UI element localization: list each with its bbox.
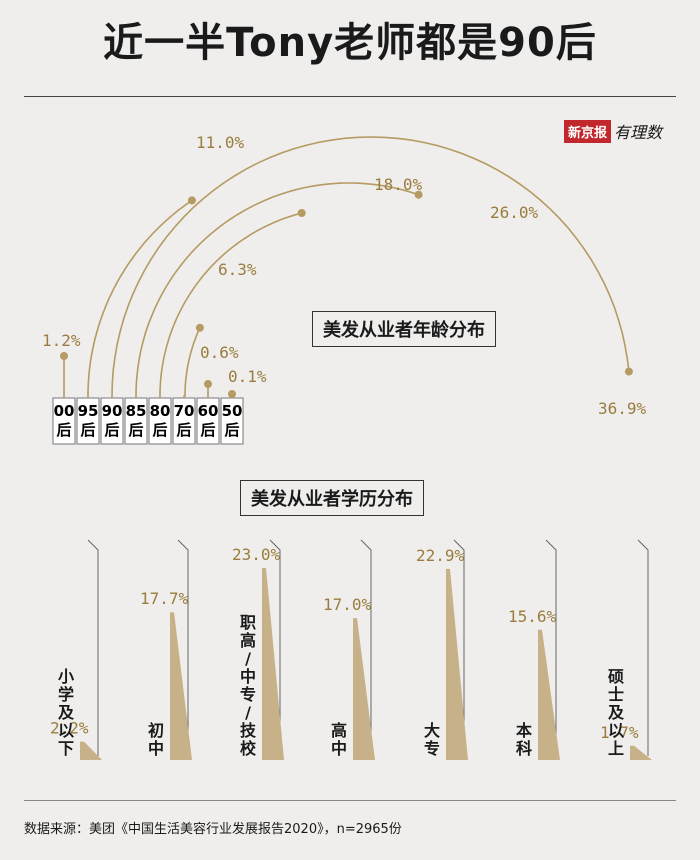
edu-category-label: 以 (608, 721, 624, 740)
logo-badge: 新京报 (564, 119, 612, 143)
edu-value-label: 1.7% (600, 723, 639, 742)
edu-value-label: 22.9% (416, 546, 465, 565)
age-category-label: 00 (54, 402, 75, 420)
age-arc-70 (183, 327, 201, 398)
age-category-label: 后 (104, 421, 119, 439)
age-category-label: 后 (176, 421, 191, 439)
edu-category-label: 中 (148, 739, 164, 758)
age-category-label: 70 (174, 402, 195, 420)
edu-category-label: 初 (148, 721, 164, 740)
age-value-label: 6.3% (218, 260, 257, 279)
edu-category-label: 下 (58, 739, 74, 758)
edu-category-label: 学 (58, 685, 74, 704)
edu-bracket (453, 539, 465, 756)
edu-value-label: 23.0% (232, 545, 281, 564)
edu-category-label: 上 (608, 739, 624, 758)
age-arc-80-dot (297, 209, 306, 217)
age-category-label: 50 (222, 402, 243, 420)
edu-bar (262, 568, 284, 760)
footer-divider (24, 800, 676, 801)
edu-bracket (637, 539, 649, 756)
edu-category-label: 中 (240, 667, 256, 686)
edu-category-label: 中 (331, 739, 347, 758)
age-category-label: 90 (102, 402, 123, 420)
edu-category-label: 职 (240, 613, 256, 632)
edu-category-label: 士 (608, 685, 624, 704)
edu-bar (353, 618, 375, 760)
edu-bracket (545, 539, 557, 756)
brand-logo: 新京报 有理数 (564, 119, 662, 143)
age-category-label: 60 (198, 402, 219, 420)
age-arc-85 (135, 182, 419, 398)
age-stem-dot (228, 390, 236, 398)
edu-bracket (87, 539, 99, 756)
age-category-label: 95 (78, 402, 99, 420)
age-category-label: 后 (200, 421, 215, 439)
age-arc-80 (159, 212, 302, 398)
age-value-label: 1.2% (42, 331, 81, 350)
edu-category-label: 高 (331, 721, 347, 740)
age-value-label: 26.0% (490, 203, 539, 222)
age-arc-85-dot (414, 190, 423, 199)
edu-category-label: 科 (516, 739, 532, 758)
age-arc-95-dot (187, 196, 196, 205)
chart-title: 近一半Tony老师都是90后 (103, 20, 597, 66)
age-category-label: 后 (224, 421, 239, 439)
age-category-label: 后 (128, 421, 143, 439)
edu-category-label: 技 (240, 721, 257, 740)
age-value-label: 0.6% (200, 343, 239, 362)
education-chart-title: 美发从业者学历分布 (240, 480, 424, 516)
edu-bar (80, 741, 102, 760)
edu-category-label: 以 (58, 721, 74, 740)
age-chart-title: 美发从业者年龄分布 (312, 311, 496, 347)
edu-category-label: / (245, 649, 251, 668)
edu-value-label: 15.6% (508, 607, 557, 626)
edu-category-label: 专 (240, 685, 256, 704)
age-arc-90-dot (624, 367, 633, 376)
age-stem-dot (204, 380, 212, 388)
age-category-label: 80 (150, 402, 171, 420)
edu-bracket (177, 539, 189, 756)
edu-category-label: / (245, 703, 251, 722)
edu-category-label: 硕 (608, 667, 624, 686)
title-divider (24, 96, 676, 97)
logo-script: 有理数 (614, 123, 663, 142)
edu-value-label: 17.7% (140, 589, 189, 608)
edu-category-label: 及 (58, 703, 75, 722)
age-stem-dot (60, 352, 68, 360)
edu-category-label: 校 (240, 739, 257, 758)
edu-category-label: 专 (424, 739, 440, 758)
edu-value-label: 2.2% (50, 719, 89, 738)
age-value-label: 36.9% (598, 399, 647, 418)
data-source: 数据来源：美团《中国生活美容行业发展报告2020》，n=2965份 (24, 822, 402, 837)
age-category-label: 后 (80, 421, 95, 439)
edu-bracket (360, 539, 372, 756)
age-category-label: 85 (126, 402, 147, 420)
edu-category-label: 本 (516, 721, 532, 740)
edu-category-label: 大 (424, 721, 440, 740)
age-value-label: 18.0% (374, 175, 423, 194)
edu-value-label: 17.0% (323, 595, 372, 614)
edu-category-label: 及 (608, 703, 625, 722)
edu-bracket (269, 539, 281, 756)
age-arc-90 (111, 136, 630, 398)
edu-bar (630, 745, 652, 760)
edu-category-label: 高 (240, 631, 256, 650)
edu-bar (446, 568, 468, 760)
age-category-label: 后 (56, 421, 71, 439)
age-value-label: 11.0% (196, 133, 245, 152)
edu-bar (538, 629, 560, 760)
age-value-label: 0.1% (228, 367, 267, 386)
edu-category-label: 小 (58, 667, 74, 686)
edu-bar (170, 612, 192, 760)
age-arc-95 (87, 199, 193, 398)
age-arc-70-dot (195, 323, 204, 332)
age-category-label: 后 (152, 421, 167, 439)
